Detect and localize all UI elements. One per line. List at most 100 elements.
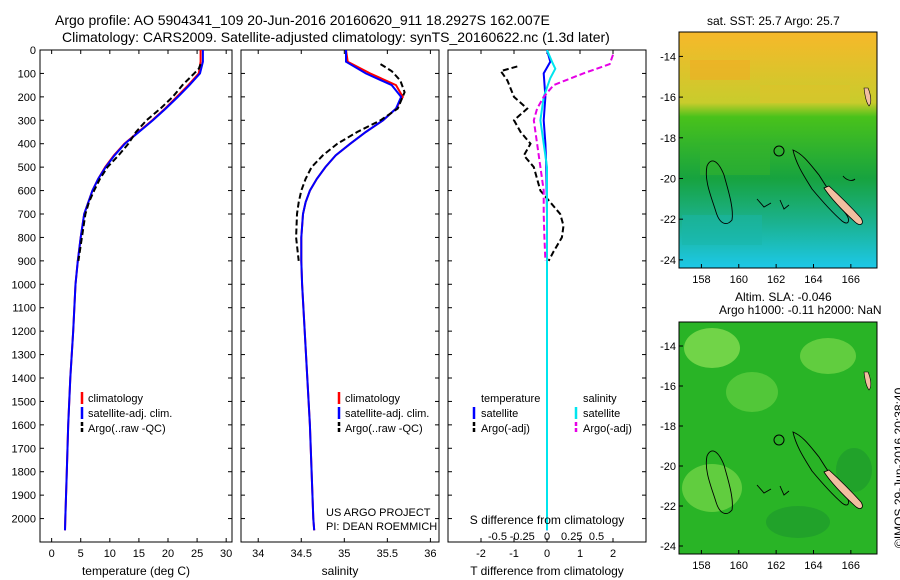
x-tick-label: 20 — [162, 548, 174, 560]
sla-map: 158 160 162 164 166 -14 -16 -18 -20 -22 -24 — [660, 321, 878, 572]
sal-series-1-line — [300, 50, 404, 531]
sla-map-axes: 158 160 162 164 166 -14 -16 -18 -20 -22 -24 — [660, 341, 860, 572]
y-tick-label: 1600 — [12, 420, 36, 432]
x-tick-label: 0 — [49, 548, 55, 560]
difference-legend: temperature satellite Argo(-adj) salinit… — [472, 393, 632, 435]
map-x-tick-label: 164 — [804, 560, 822, 572]
map-y-tick-label: -20 — [660, 461, 676, 473]
y-tick-label: 1900 — [12, 490, 36, 502]
legend-clim-label: climatology — [88, 393, 144, 405]
x-tick-label: 10 — [104, 548, 116, 560]
diff-series-4-line — [532, 54, 614, 261]
sst-map-frame — [678, 31, 878, 269]
x-tick-label: 34 — [252, 548, 264, 560]
y-tick-label: 700 — [18, 209, 36, 221]
legend-s-sat-label: satellite — [583, 408, 620, 420]
legend-sat-label: satellite-adj. clim. — [345, 408, 429, 420]
y-tick-label: 1200 — [12, 326, 36, 338]
vanuatu-land — [863, 371, 872, 391]
temp-series-3-line — [77, 63, 202, 262]
imos-credit: ©IMOS 29-Jun-2016 20:38:40 — [892, 387, 900, 548]
map-y-tick-label: -20 — [660, 173, 676, 185]
temperature-profile-lines — [64, 50, 204, 531]
map-x-tick-label: 158 — [692, 274, 710, 286]
temp-series-1-line — [64, 50, 202, 531]
legend-t-argo-label: Argo(-adj) — [481, 423, 530, 435]
y-tick-label: 1300 — [12, 350, 36, 362]
sst-map-title: sat. SST: 25.7 Argo: 25.7 — [707, 14, 840, 28]
difference-profile-lines — [499, 50, 614, 531]
legend-clim-label: climatology — [345, 393, 401, 405]
diff-series-2-line — [499, 65, 565, 262]
legend-s-argo-label: Argo(-adj) — [583, 423, 632, 435]
temperature-legend: climatology satellite-adj. clim. Argo(..… — [80, 392, 172, 435]
map-y-tick-label: -22 — [660, 214, 676, 226]
y-tick-label: 1400 — [12, 373, 36, 385]
sla-blob — [726, 372, 778, 412]
new-caledonia-land — [823, 185, 863, 225]
temperature-axis-ticks: 0100200300400500600700800900100011001200… — [12, 45, 233, 560]
legend-salinity-heading: salinity — [583, 393, 617, 405]
sla-map-title: Altim. SLA: -0.046 — [735, 290, 832, 304]
sst-map-texture-2 — [760, 85, 850, 103]
y-tick-label: 900 — [18, 256, 36, 268]
map-y-tick-label: -22 — [660, 501, 676, 513]
legend-sat-label: satellite-adj. clim. — [88, 408, 172, 420]
project-annotation: US ARGO PROJECT — [326, 507, 431, 519]
s-diff-tick-label: 0.25 — [561, 531, 582, 543]
map-x-tick-label: 162 — [767, 560, 785, 572]
sla-blob — [684, 328, 740, 368]
map-x-tick-label: 164 — [804, 274, 822, 286]
climatology-subtitle: Climatology: CARS2009. Satellite-adjuste… — [62, 29, 610, 45]
x-tick-label: 36 — [424, 548, 436, 560]
map-x-tick-label: 166 — [842, 560, 860, 572]
temperature-axis-label: temperature (deg C) — [82, 564, 190, 578]
sla-blob — [682, 464, 742, 512]
sst-map-texture-3 — [700, 145, 770, 175]
sla-blob — [836, 448, 872, 492]
sla-blob — [800, 338, 856, 374]
y-tick-label: 100 — [18, 68, 36, 80]
map-y-tick-label: -18 — [660, 133, 676, 145]
sla-map-subtitle: Argo h1000: -0.11 h2000: NaN — [719, 303, 882, 317]
y-tick-label: 1000 — [12, 279, 36, 291]
map-y-tick-label: -16 — [660, 92, 676, 104]
sst-map-texture-4 — [682, 215, 762, 245]
s-diff-tick-label: 0.5 — [589, 531, 604, 543]
temp-series-2-line — [64, 50, 204, 531]
map-x-tick-label: 158 — [692, 560, 710, 572]
diff-series-3-line — [539, 50, 557, 531]
map-y-tick-label: -24 — [660, 541, 676, 553]
y-tick-label: 1100 — [12, 303, 36, 315]
profile-title: Argo profile: AO 5904341_109 20-Jun-2016… — [55, 12, 550, 28]
y-tick-label: 1500 — [12, 396, 36, 408]
map-y-tick-label: -14 — [660, 341, 676, 353]
salinity-profile-lines — [295, 50, 406, 531]
sla-coastline — [705, 431, 849, 514]
sal-series-3-line — [295, 63, 406, 262]
map-x-tick-label: 160 — [730, 274, 748, 286]
s-difference-axis-label: S difference from climatology — [470, 513, 625, 527]
legend-argo-label: Argo(..raw -QC) — [345, 423, 423, 435]
map-y-tick-label: -16 — [660, 381, 676, 393]
y-tick-label: 600 — [18, 186, 36, 198]
legend-temperature-heading: temperature — [481, 393, 540, 405]
salinity-axis-label: salinity — [322, 564, 359, 578]
map-y-tick-label: -24 — [660, 255, 676, 267]
x-tick-label: 15 — [133, 548, 145, 560]
legend-t-sat-label: satellite — [481, 408, 518, 420]
sla-map-frame — [678, 321, 878, 555]
map-x-tick-label: 162 — [767, 274, 785, 286]
x-tick-label: 30 — [220, 548, 232, 560]
s-diff-tick-label: -0.5 — [488, 531, 507, 543]
x-tick-label: -2 — [476, 548, 486, 560]
y-tick-label: 500 — [18, 162, 36, 174]
x-tick-label: 35.5 — [377, 548, 398, 560]
y-tick-label: 2000 — [12, 514, 36, 526]
vanuatu-land — [863, 87, 872, 107]
t-difference-axis-label: T difference from climatology — [470, 564, 624, 578]
y-tick-label: 400 — [18, 139, 36, 151]
map-x-tick-label: 160 — [730, 560, 748, 572]
y-tick-label: 300 — [18, 115, 36, 127]
pi-annotation: PI: DEAN ROEMMICH — [326, 521, 437, 533]
